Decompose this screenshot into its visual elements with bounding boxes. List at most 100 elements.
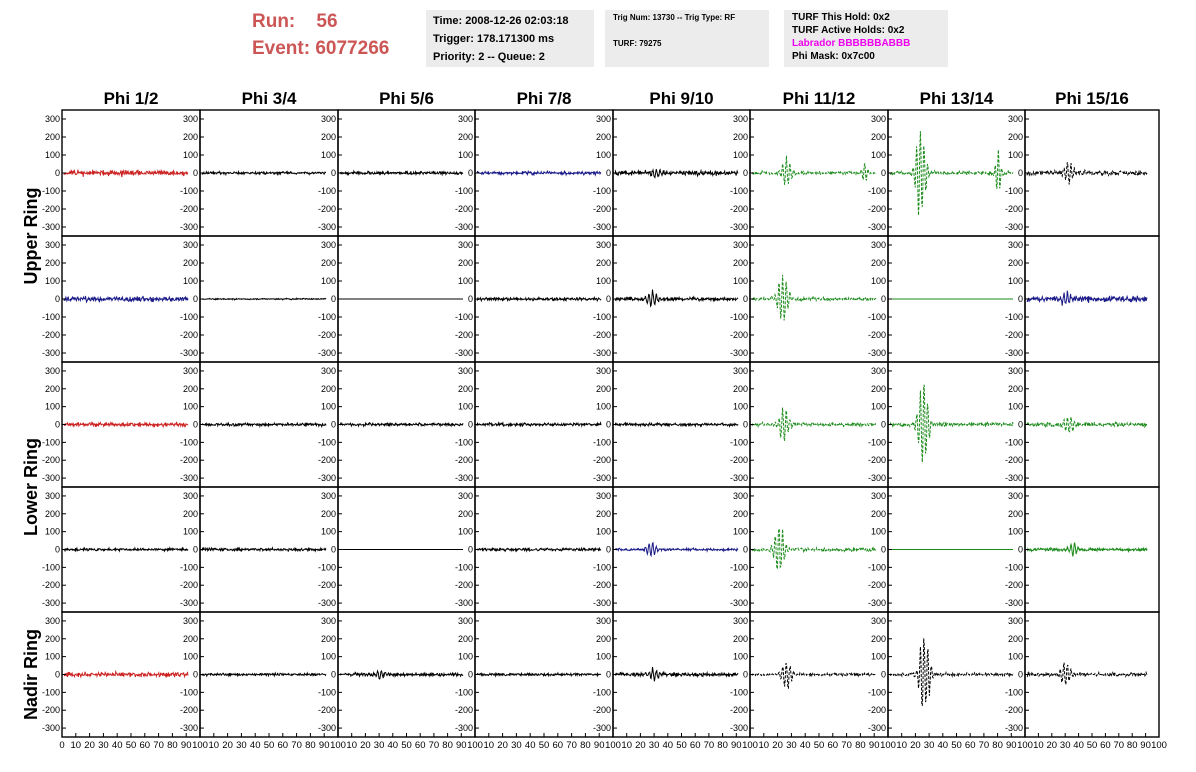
y-tick-label-r2-c1: 300 bbox=[45, 240, 60, 250]
x-tick-label-c6: 30 bbox=[786, 740, 797, 751]
y-tick-label-r4-c8: 300 bbox=[1008, 491, 1023, 501]
y-tick-label-r1-c3: -300 bbox=[318, 222, 336, 232]
waveform-r1-c3 bbox=[339, 169, 464, 177]
waveform-r4-c8 bbox=[1026, 541, 1148, 557]
y-tick-label-r3-c7: -100 bbox=[868, 437, 886, 447]
y-tick-label-r2-c3: -100 bbox=[318, 312, 336, 322]
x-tick-label-c1: 10 bbox=[71, 740, 82, 751]
y-tick-label-r4-c3: 0 bbox=[331, 545, 336, 555]
x-tick-label-c8: 80 bbox=[1127, 740, 1138, 751]
x-tick-label-c3: 40 bbox=[388, 740, 399, 751]
y-tick-label-r4-c6: 200 bbox=[733, 509, 748, 519]
y-tick-label-r3-c1: -100 bbox=[42, 437, 60, 447]
y-tick-label-r2-c2: 200 bbox=[183, 258, 198, 268]
y-tick-label-r2-c7: -300 bbox=[868, 348, 886, 358]
time-info-box: Time: 2008-12-26 02:03:18 Trigger: 178.1… bbox=[426, 10, 594, 67]
y-tick-label-r3-c6: -200 bbox=[730, 455, 748, 465]
y-tick-label-r3-c2: -200 bbox=[180, 455, 198, 465]
y-tick-label-r2-c2: -100 bbox=[180, 312, 198, 322]
y-tick-label-r5-c8: 300 bbox=[1008, 616, 1023, 626]
x-tick-label-c7: 70 bbox=[979, 740, 990, 751]
y-tick-label-r5-c8: -100 bbox=[1005, 687, 1023, 697]
y-tick-label-r3-c6: -300 bbox=[730, 473, 748, 483]
y-tick-label-r5-c2: -200 bbox=[180, 705, 198, 715]
waveform-r5-c6 bbox=[751, 662, 877, 689]
y-tick-label-r2-c8: -200 bbox=[1005, 330, 1023, 340]
x-tick-label-c5: 10 bbox=[621, 740, 632, 751]
y-tick-label-r5-c5: 100 bbox=[596, 652, 611, 662]
y-tick-label-r2-c4: 100 bbox=[458, 276, 473, 286]
y-tick-label-r2-c2: 0 bbox=[193, 294, 198, 304]
column-title-3: Phi 5/6 bbox=[379, 89, 434, 108]
y-tick-label-r1-c8: 100 bbox=[1008, 150, 1023, 160]
y-tick-label-r1-c7: 100 bbox=[871, 150, 886, 160]
y-tick-label-r1-c3: -200 bbox=[318, 204, 336, 214]
y-tick-label-r5-c1: -100 bbox=[42, 687, 60, 697]
y-tick-label-r3-c5: -300 bbox=[593, 473, 611, 483]
y-tick-label-r4-c7: -100 bbox=[868, 562, 886, 572]
y-tick-label-r4-c8: 0 bbox=[1018, 545, 1023, 555]
y-tick-label-r2-c2: 100 bbox=[183, 276, 198, 286]
y-tick-label-r3-c1: 0 bbox=[55, 420, 60, 430]
y-tick-label-r4-c7: -200 bbox=[868, 580, 886, 590]
y-tick-label-r2-c6: -300 bbox=[730, 348, 748, 358]
x-tick-label-c1: 70 bbox=[153, 740, 164, 751]
y-tick-label-r1-c6: 200 bbox=[733, 132, 748, 142]
y-tick-label-r2-c6: 100 bbox=[733, 276, 748, 286]
y-tick-label-r3-c3: -200 bbox=[318, 455, 336, 465]
x-tick-label-c1: 100 bbox=[192, 740, 208, 751]
y-tick-label-r4-c1: 300 bbox=[45, 491, 60, 501]
y-tick-label-r2-c8: 200 bbox=[1008, 258, 1023, 268]
waveform-r1-c1 bbox=[63, 168, 189, 178]
x-tick-label-c2: 40 bbox=[250, 740, 261, 751]
y-tick-label-r3-c8: -200 bbox=[1005, 455, 1023, 465]
y-tick-label-r4-c7: 200 bbox=[871, 509, 886, 519]
waveform-r1-c7 bbox=[889, 131, 1014, 216]
y-tick-label-r1-c3: 100 bbox=[321, 150, 336, 160]
column-title-2: Phi 3/4 bbox=[242, 89, 297, 108]
waveform-r2-c4 bbox=[476, 295, 602, 303]
y-tick-label-r1-c5: 300 bbox=[596, 114, 611, 124]
y-tick-label-r1-c8: 300 bbox=[1008, 114, 1023, 124]
y-tick-label-r3-c8: -100 bbox=[1005, 437, 1023, 447]
waveform-r3-c3 bbox=[339, 421, 464, 428]
y-tick-label-r3-c2: 100 bbox=[183, 402, 198, 412]
column-title-1: Phi 1/2 bbox=[104, 89, 159, 108]
y-tick-label-r3-c5: 200 bbox=[596, 384, 611, 394]
y-tick-label-r2-c3: 200 bbox=[321, 258, 336, 268]
y-tick-label-r1-c1: -300 bbox=[42, 222, 60, 232]
y-tick-label-r4-c4: 300 bbox=[458, 491, 473, 501]
x-tick-label-c4: 80 bbox=[580, 740, 591, 751]
x-tick-label-c4: 60 bbox=[553, 740, 564, 751]
y-tick-label-r1-c4: 0 bbox=[468, 168, 473, 178]
y-tick-label-r5-c8: -200 bbox=[1005, 705, 1023, 715]
x-tick-label-c5: 90 bbox=[731, 740, 742, 751]
y-tick-label-r5-c7: -100 bbox=[868, 687, 886, 697]
x-tick-label-c6: 40 bbox=[800, 740, 811, 751]
x-tick-label-c5: 20 bbox=[635, 740, 646, 751]
waveform-r4-c2 bbox=[201, 546, 327, 553]
waveform-r4-c4 bbox=[476, 546, 602, 553]
y-tick-label-r4-c4: 100 bbox=[458, 527, 473, 537]
y-tick-label-r2-c8: -100 bbox=[1005, 312, 1023, 322]
y-tick-label-r3-c6: 100 bbox=[733, 402, 748, 412]
x-tick-label-c4: 70 bbox=[566, 740, 577, 751]
y-tick-label-r4-c2: 100 bbox=[183, 527, 198, 537]
x-tick-label-c3: 10 bbox=[346, 740, 357, 751]
y-tick-label-r1-c8: -100 bbox=[1005, 186, 1023, 196]
y-tick-label-r3-c1: 200 bbox=[45, 384, 60, 394]
y-tick-label-r4-c4: -200 bbox=[455, 580, 473, 590]
y-tick-label-r4-c3: -200 bbox=[318, 580, 336, 590]
y-tick-label-r3-c7: -200 bbox=[868, 455, 886, 465]
x-tick-label-c3: 20 bbox=[360, 740, 371, 751]
waveform-r5-c1 bbox=[63, 669, 189, 679]
x-tick-label-c7: 100 bbox=[1017, 740, 1033, 751]
y-tick-label-r1-c6: -100 bbox=[730, 186, 748, 196]
x-tick-label-c6: 70 bbox=[841, 740, 852, 751]
y-tick-label-r5-c1: -200 bbox=[42, 705, 60, 715]
x-tick-label-c6: 50 bbox=[814, 740, 825, 751]
y-tick-label-r3-c7: -300 bbox=[868, 473, 886, 483]
y-tick-label-r4-c1: 100 bbox=[45, 527, 60, 537]
y-tick-label-r1-c4: 300 bbox=[458, 114, 473, 124]
y-tick-label-r5-c7: 300 bbox=[871, 616, 886, 626]
